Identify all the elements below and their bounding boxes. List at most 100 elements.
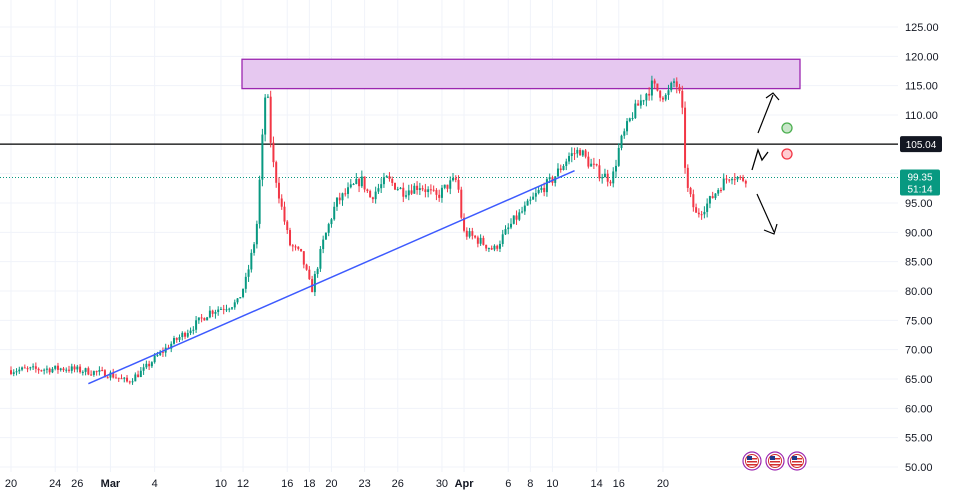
y-tick-label: 125.00 xyxy=(905,22,939,34)
candle-body xyxy=(725,178,728,180)
candle-body xyxy=(145,363,148,368)
us-flag-event-icon[interactable] xyxy=(787,451,807,471)
candle-body xyxy=(675,81,678,87)
candle-body xyxy=(526,200,529,206)
horizontal-level-badge xyxy=(900,136,942,153)
candle-body xyxy=(719,190,722,192)
candle-body xyxy=(275,162,278,183)
candle-body xyxy=(700,214,703,216)
resistance-zone-rect xyxy=(241,58,801,90)
candle-body xyxy=(195,320,198,330)
flag-stripe xyxy=(792,464,802,466)
candle-body xyxy=(371,197,374,200)
candle-body xyxy=(286,221,289,231)
candle-body xyxy=(697,212,700,215)
candle-body xyxy=(592,163,595,165)
candle-body xyxy=(614,165,617,172)
candle-body xyxy=(664,94,667,100)
candle-body xyxy=(352,183,355,185)
horizontal-level xyxy=(0,143,898,178)
candle-body xyxy=(733,179,736,181)
candle-body xyxy=(471,231,474,236)
flag-stripe xyxy=(747,464,757,466)
candle-body xyxy=(134,374,137,382)
candle-body xyxy=(518,212,521,220)
candle-body xyxy=(512,215,515,224)
candle-body xyxy=(692,194,695,208)
candle-body xyxy=(507,227,510,230)
candle-body xyxy=(659,90,662,98)
flag-canton xyxy=(792,456,797,460)
event-icons[interactable] xyxy=(742,451,807,471)
candle-body xyxy=(137,374,140,378)
candle-body xyxy=(639,100,642,106)
trendline-group xyxy=(88,170,575,385)
candle-body xyxy=(532,196,535,200)
candle-body xyxy=(29,367,32,369)
candle-body xyxy=(175,338,178,340)
candle-body xyxy=(595,164,598,166)
candle-body xyxy=(333,206,336,220)
us-flag-event-icon[interactable] xyxy=(765,451,785,471)
candle-body xyxy=(233,302,236,308)
candle-body xyxy=(562,165,565,171)
candle-body xyxy=(440,187,443,198)
y-tick-label: 85.00 xyxy=(905,257,933,269)
us-flag-event-icon[interactable] xyxy=(742,451,762,471)
candle-body xyxy=(631,118,634,120)
candle-body xyxy=(37,368,40,371)
candle-body xyxy=(579,149,582,156)
candle-body xyxy=(250,252,253,270)
candle-body xyxy=(302,251,305,265)
downward-arrow-head xyxy=(763,223,778,235)
candle-body xyxy=(45,368,48,370)
candle-body xyxy=(465,230,468,237)
candle-body xyxy=(545,179,548,193)
x-tick-label: 10 xyxy=(546,478,558,490)
candle-body xyxy=(148,363,151,367)
candle-body xyxy=(410,190,413,194)
price-axis[interactable]: 125.00 120.00 115.00 110.00 95.00 90.00 85.00 8… xyxy=(905,22,939,474)
candle-body xyxy=(244,276,247,289)
candle-body xyxy=(12,372,15,374)
candle-body xyxy=(449,180,452,189)
candle-body xyxy=(626,121,629,132)
candle-body xyxy=(606,173,609,182)
x-tick-label: 4 xyxy=(152,478,158,490)
candle-body xyxy=(382,177,385,185)
candle-body xyxy=(217,309,220,312)
candle-body xyxy=(454,178,457,180)
candle-body xyxy=(570,153,573,157)
candle-body xyxy=(211,310,214,314)
candle-body xyxy=(214,311,217,314)
x-tick-label: 26 xyxy=(71,478,83,490)
candle-body xyxy=(543,187,546,193)
x-tick-label: 18 xyxy=(303,478,315,490)
candle-body xyxy=(120,378,123,380)
candle-body xyxy=(26,368,29,370)
candle-body xyxy=(556,168,559,177)
candle-body xyxy=(731,179,734,181)
x-tick-label: 8 xyxy=(527,478,533,490)
candle-body xyxy=(21,367,24,370)
candle-body xyxy=(703,211,706,215)
candle-body xyxy=(493,245,496,250)
candle-body xyxy=(661,97,664,100)
y-tick-label: 90.00 xyxy=(905,227,933,239)
candle-body xyxy=(501,234,504,244)
candle-body xyxy=(291,245,294,247)
candle-body xyxy=(529,199,532,201)
candle-body xyxy=(56,365,59,370)
candle-body xyxy=(623,131,626,136)
candle-body xyxy=(131,381,134,383)
y-tick-label: 50.00 xyxy=(905,462,933,474)
candle-body xyxy=(289,230,292,246)
x-tick-label: 20 xyxy=(325,478,337,490)
time-axis[interactable]: 20 24 26 Mar 4 10 12 16 18 20 23 26 30 Apr 6 8 10 14 16 20 xyxy=(5,478,669,490)
candle-body xyxy=(92,371,95,375)
candle-body xyxy=(609,181,612,184)
candle-body xyxy=(590,163,593,167)
candle-body xyxy=(689,187,692,195)
